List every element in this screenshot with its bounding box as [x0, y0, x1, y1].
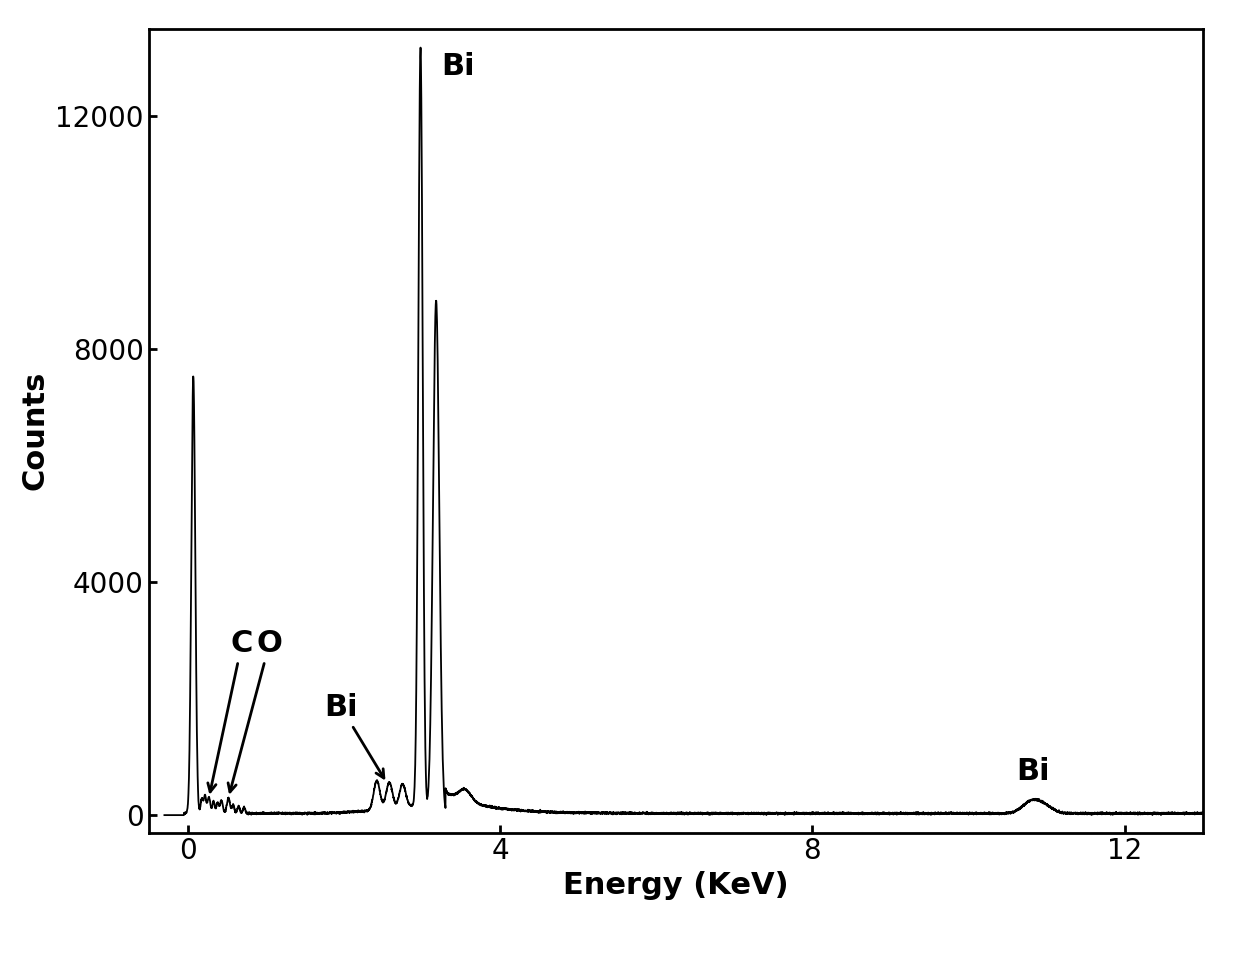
- Y-axis label: Counts: Counts: [21, 371, 50, 490]
- Text: O: O: [228, 629, 283, 792]
- Text: Bi: Bi: [325, 693, 384, 778]
- X-axis label: Energy (KeV): Energy (KeV): [563, 871, 789, 900]
- Text: Bi: Bi: [1016, 757, 1049, 786]
- Text: Bi: Bi: [441, 52, 475, 81]
- Text: C: C: [208, 629, 253, 791]
